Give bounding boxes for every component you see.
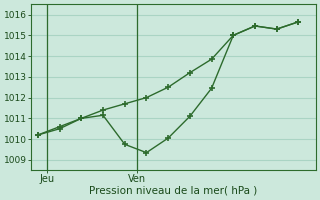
X-axis label: Pression niveau de la mer( hPa ): Pression niveau de la mer( hPa ) [90, 186, 258, 196]
